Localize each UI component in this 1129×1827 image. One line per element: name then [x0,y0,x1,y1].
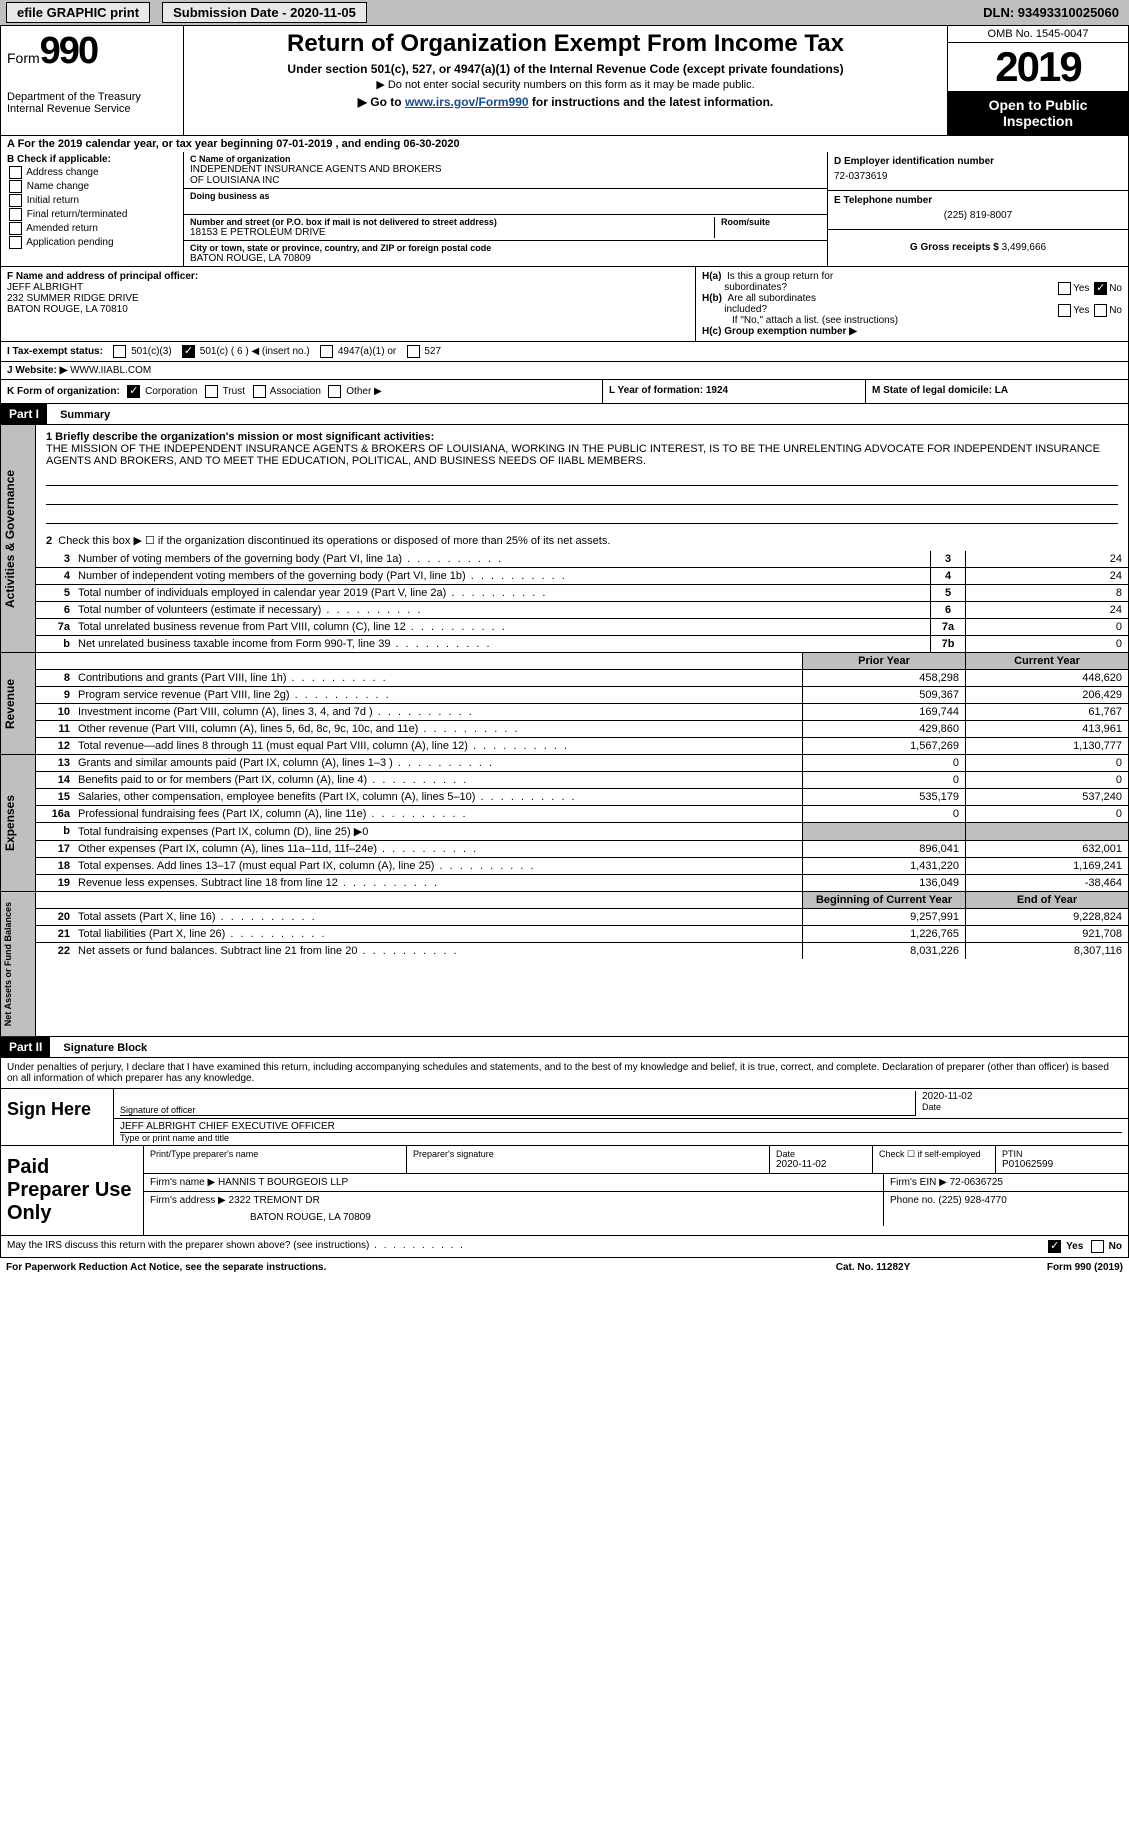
checkbox-amended[interactable] [9,222,22,235]
form-title: Return of Organization Exempt From Incom… [188,30,943,58]
line-k: K Form of organization: Corporation Trus… [0,380,1129,404]
paid-preparer: Paid Preparer Use Only Print/Type prepar… [0,1146,1129,1236]
omb-number: OMB No. 1545-0047 [948,26,1128,43]
signature-block: Sign Here Signature of officer 2020-11-0… [0,1089,1129,1146]
checkbox-ha-yes[interactable] [1058,282,1071,295]
checkbox-initial-return[interactable] [9,194,22,207]
checkbox-hb-yes[interactable] [1058,304,1071,317]
part1-header: Part I Summary [0,404,1129,425]
checkbox-association[interactable] [253,385,266,398]
vlabel-expenses: Expenses [1,755,36,891]
checkbox-discuss-no[interactable] [1091,1240,1104,1253]
checkbox-address-change[interactable] [9,166,22,179]
line-j: J Website: ▶ WWW.IIABL.COM [0,362,1129,380]
form-number: 990 [40,30,97,72]
form-subtitle3: ▶ Go to www.irs.gov/Form990 for instruct… [188,95,943,109]
website: WWW.IIABL.COM [70,365,151,376]
efile-button[interactable]: efile GRAPHIC print [6,2,150,23]
dln: DLN: 93493310025060 [983,5,1119,20]
firm-phone: (225) 928-4770 [938,1195,1006,1206]
ptin: P01062599 [1002,1159,1122,1170]
box-b: B Check if applicable: Address change Na… [1,152,184,266]
ein: 72-0373619 [834,167,1122,186]
form-word: Form [7,50,40,66]
checkbox-corporation[interactable] [127,385,140,398]
irs-link[interactable]: www.irs.gov/Form990 [405,95,529,109]
perjury-declaration: Under penalties of perjury, I declare th… [0,1058,1129,1089]
part2-header: Part II Signature Block [0,1037,1129,1058]
submission-date: Submission Date - 2020-11-05 [162,2,367,23]
checkbox-name-change[interactable] [9,180,22,193]
firm-ein: 72-0636725 [950,1177,1003,1188]
city-state-zip: BATON ROUGE, LA 70809 [190,253,821,264]
checkbox-527[interactable] [407,345,420,358]
box-c: C Name of organization INDEPENDENT INSUR… [184,152,827,266]
officer-name-title: JEFF ALBRIGHT CHIEF EXECUTIVE OFFICER [120,1121,1122,1133]
form-subtitle2: ▶ Do not enter social security numbers o… [188,78,943,91]
street-address: 18153 E PETROLEUM DRIVE [190,227,714,238]
checkbox-other[interactable] [328,385,341,398]
officer-name: JEFF ALBRIGHT [7,282,83,293]
vlabel-net-assets: Net Assets or Fund Balances [1,892,36,1036]
line-i: I Tax-exempt status: 501(c)(3) 501(c) ( … [0,342,1129,362]
open-to-public: Open to Public Inspection [948,91,1128,135]
gross-receipts: 3,499,666 [1002,242,1047,253]
irs-discuss-row: May the IRS discuss this return with the… [0,1236,1129,1258]
checkbox-501c3[interactable] [113,345,126,358]
checkbox-4947[interactable] [320,345,333,358]
dept-irs: Internal Revenue Service [7,103,177,115]
section-bcd: B Check if applicable: Address change Na… [0,152,1129,267]
section-fh: F Name and address of principal officer:… [0,267,1129,342]
footer-row: For Paperwork Reduction Act Notice, see … [0,1258,1129,1277]
form-header: Form990 Department of the Treasury Inter… [0,25,1129,136]
telephone: (225) 819-8007 [834,206,1122,225]
tax-year: 2019 [948,43,1128,91]
checkbox-application-pending[interactable] [9,236,22,249]
part1-activities-governance: Activities & Governance 1 Briefly descri… [0,425,1129,653]
checkbox-ha-no[interactable] [1094,282,1107,295]
form-subtitle1: Under section 501(c), 527, or 4947(a)(1)… [188,62,943,76]
vlabel-revenue: Revenue [1,653,36,754]
org-name: INDEPENDENT INSURANCE AGENTS AND BROKERS [190,164,821,175]
checkbox-discuss-yes[interactable] [1048,1240,1061,1253]
checkbox-final-return[interactable] [9,208,22,221]
topbar: efile GRAPHIC print Submission Date - 20… [0,0,1129,25]
vlabel-activities: Activities & Governance [1,425,36,652]
dept-treasury: Department of the Treasury [7,91,177,103]
part1-expenses: Expenses 13Grants and similar amounts pa… [0,755,1129,892]
box-d: D Employer identification number 72-0373… [827,152,1128,266]
mission-text: THE MISSION OF THE INDEPENDENT INSURANCE… [46,443,1100,467]
checkbox-501c[interactable] [182,345,195,358]
firm-name: HANNIS T BOURGEOIS LLP [218,1177,348,1188]
line-a: A For the 2019 calendar year, or tax yea… [0,136,1129,152]
checkbox-hb-no[interactable] [1094,304,1107,317]
part1-net-assets: Net Assets or Fund Balances Beginning of… [0,892,1129,1037]
checkbox-trust[interactable] [205,385,218,398]
part1-revenue: Revenue Prior YearCurrent Year 8Contribu… [0,653,1129,755]
